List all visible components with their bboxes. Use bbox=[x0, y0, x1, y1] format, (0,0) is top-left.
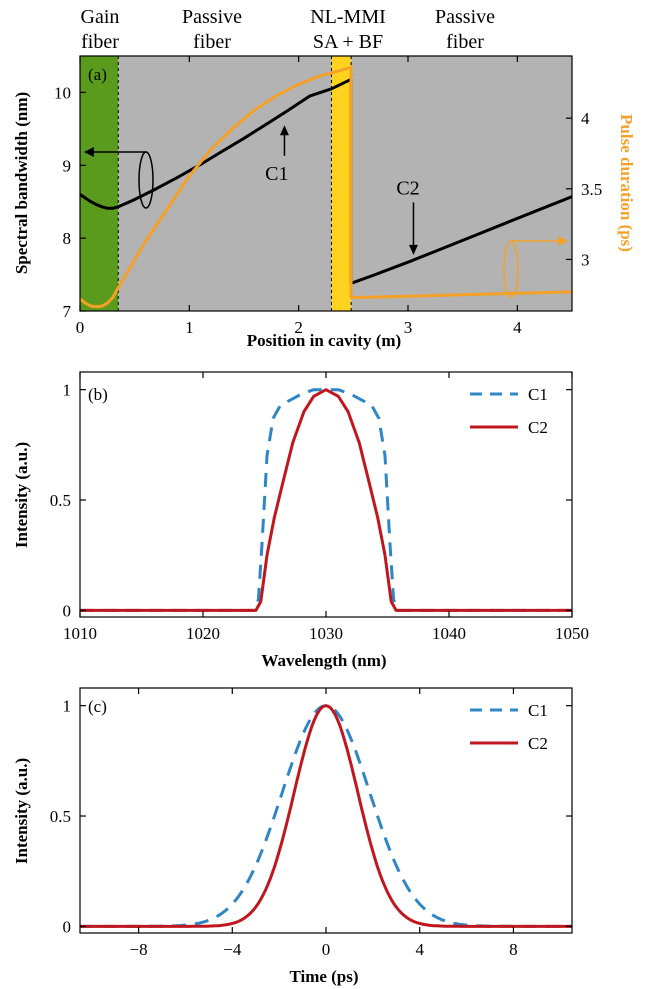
x-tick-label: −8 bbox=[130, 940, 148, 959]
panel-c: −8 −4 0 4 8 0 0.5 1 (c) C1 C2 Time (ps) Intensi… bbox=[12, 687, 573, 986]
x-tick-label: 1010 bbox=[63, 624, 97, 643]
panel-a-ylabel: Spectral bandwidth (nm) bbox=[12, 92, 31, 274]
panel-c-label: (c) bbox=[88, 697, 107, 716]
panel-a-axes: 0 1 2 3 4 7 8 9 10 3 3.5 4 bbox=[54, 55, 602, 337]
annotation-arrowhead bbox=[279, 125, 289, 136]
panel-c-lines bbox=[80, 704, 572, 928]
y-tick-label: 9 bbox=[63, 156, 72, 175]
panel-a-y2label: Pulse duration (ps) bbox=[617, 114, 636, 252]
panel-a-annotations: C1 C2 bbox=[265, 125, 420, 255]
legend-b-c2-label: C2 bbox=[528, 418, 548, 437]
region-labels: Gain fiber Passive fiber NL-MMI SA + BF … bbox=[81, 6, 496, 53]
y-tick-label: 1 bbox=[63, 697, 72, 716]
x-tick-label: 0 bbox=[76, 318, 85, 337]
annotation-arrowhead bbox=[408, 244, 418, 255]
region-label-gain-1: Gain bbox=[81, 6, 120, 28]
y-tick-label: 7 bbox=[63, 302, 72, 321]
panel-a-regions bbox=[80, 56, 572, 311]
y-tick-label: 1 bbox=[63, 381, 72, 400]
panel-b-xlabel: Wavelength (nm) bbox=[261, 651, 386, 670]
pulse-duration-line bbox=[79, 65, 573, 309]
panel-a-xlabel: Position in cavity (m) bbox=[247, 331, 401, 350]
y2-tick-label: 3 bbox=[581, 250, 590, 269]
axis-indicators bbox=[84, 147, 568, 298]
x-tick-label: 1 bbox=[185, 318, 194, 337]
y-tick-label: 8 bbox=[63, 229, 72, 248]
x-tick-label: 0 bbox=[322, 940, 331, 959]
panel-b-legend: C1 C2 bbox=[470, 385, 548, 437]
region-label-passive2-2: fiber bbox=[446, 31, 484, 53]
y-tick-label: 10 bbox=[54, 83, 71, 102]
panel-a: C1 C2 0 1 2 3 4 7 8 9 10 3 3.5 4 (a) Position in cav… bbox=[12, 55, 636, 350]
x-tick-label: 3 bbox=[404, 318, 413, 337]
spectral-bandwidth-line bbox=[79, 77, 573, 285]
region-band-1 bbox=[118, 56, 332, 311]
plot-frame bbox=[79, 55, 573, 312]
left-axis-indicator-arrowhead bbox=[84, 147, 94, 157]
x-tick-label: 2 bbox=[294, 318, 303, 337]
region-band-0 bbox=[80, 56, 119, 311]
panel-b-lines bbox=[80, 388, 572, 612]
x-tick-label: 4 bbox=[415, 940, 424, 959]
x-tick-label: −4 bbox=[223, 940, 242, 959]
region-label-sa-2: SA + BF bbox=[313, 31, 383, 53]
y-tick-label: 0 bbox=[63, 601, 72, 620]
x-tick-label: 4 bbox=[513, 318, 522, 337]
annotation-c2: C2 bbox=[396, 177, 419, 199]
spectrum-c1-line bbox=[80, 388, 572, 612]
x-tick-label: 1030 bbox=[309, 624, 343, 643]
panel-b-axes: 1010 1020 1030 1040 1050 0 0.5 1 bbox=[50, 371, 589, 643]
panel-a-lines bbox=[79, 65, 573, 309]
plot-frame bbox=[79, 687, 573, 934]
x-tick-label: 1050 bbox=[555, 624, 589, 643]
region-label-passive2-1: Passive bbox=[435, 6, 495, 28]
panel-b: 1010 1020 1030 1040 1050 0 0.5 1 (b) C1 C2 Wave… bbox=[12, 371, 589, 670]
panel-b-ylabel: Intensity (a.u.) bbox=[12, 442, 31, 548]
panel-c-ylabel: Intensity (a.u.) bbox=[12, 758, 31, 864]
region-label-sa-1: NL-MMI bbox=[310, 6, 386, 28]
spectrum-c2-line bbox=[80, 388, 572, 612]
y-tick-label: 0.5 bbox=[50, 807, 71, 826]
pulse-c2-line bbox=[80, 704, 572, 928]
panel-c-xlabel: Time (ps) bbox=[289, 967, 358, 986]
region-band-2 bbox=[331, 56, 352, 311]
panel-a-label: (a) bbox=[88, 65, 107, 84]
y2-tick-label: 3.5 bbox=[581, 180, 602, 199]
pulse-c1-line bbox=[80, 704, 572, 928]
panel-c-axes: −8 −4 0 4 8 0 0.5 1 bbox=[50, 687, 573, 959]
x-tick-label: 1020 bbox=[186, 624, 220, 643]
x-tick-label: 1040 bbox=[432, 624, 466, 643]
right-axis-indicator-arrowhead bbox=[558, 236, 568, 246]
x-tick-label: 8 bbox=[509, 940, 518, 959]
legend-c-c2-label: C2 bbox=[528, 734, 548, 753]
legend-c-c1-label: C1 bbox=[528, 701, 548, 720]
panel-c-legend: C1 C2 bbox=[470, 701, 548, 753]
annotation-c1: C1 bbox=[265, 163, 288, 185]
region-label-gain-2: fiber bbox=[81, 31, 119, 53]
region-label-passive1-1: Passive bbox=[182, 6, 242, 28]
y2-tick-label: 4 bbox=[581, 109, 590, 128]
panel-b-label: (b) bbox=[88, 385, 108, 404]
region-label-passive1-2: fiber bbox=[193, 31, 231, 53]
y-tick-label: 0 bbox=[63, 917, 72, 936]
y-tick-label: 0.5 bbox=[50, 491, 71, 510]
legend-b-c1-label: C1 bbox=[528, 385, 548, 404]
plot-frame bbox=[79, 371, 573, 618]
